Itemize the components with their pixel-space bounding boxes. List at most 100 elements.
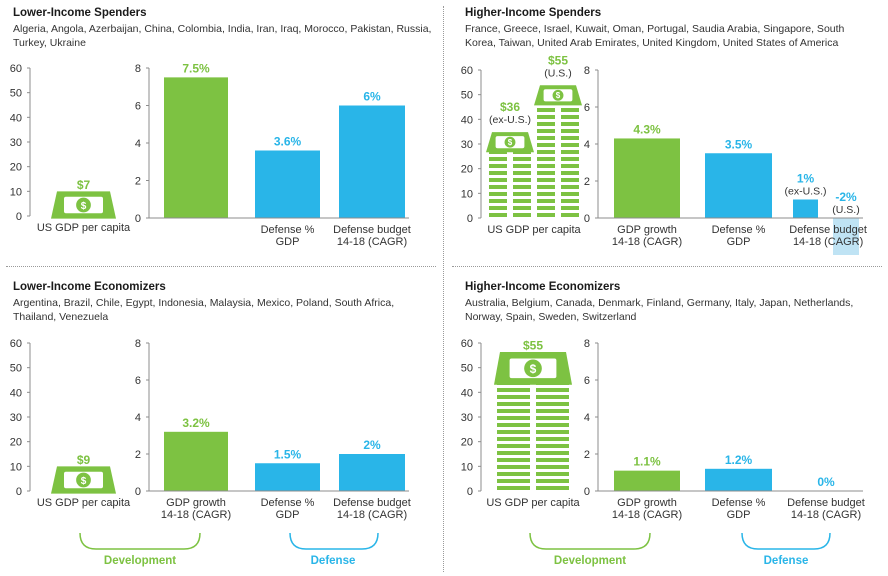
higher-income-economizers-category-1: Defense %GDP — [712, 497, 766, 521]
svg-text:Defense %: Defense % — [261, 497, 315, 509]
higher-income-spenders-bill-stack-0 — [489, 150, 531, 217]
lower-income-spenders-bar-label-1-0: 3.6% — [274, 135, 302, 149]
svg-text:Defense %: Defense % — [261, 224, 315, 236]
svg-text:Defense %: Defense % — [712, 497, 766, 509]
lower-income-economizers-pictograph-tick-0: 0 — [16, 486, 22, 498]
svg-text:14-18 (CAGR): 14-18 (CAGR) — [337, 509, 407, 521]
lower-income-economizers-bar-tick-2: 2 — [135, 449, 141, 461]
lower-income-economizers-pictograph-xlabel: US GDP per capita — [37, 497, 131, 509]
higher-income-economizers-pictograph-tick-50: 50 — [461, 363, 473, 375]
higher-income-spenders-pictograph-tick-20: 20 — [461, 164, 473, 176]
svg-text:14-18 (CAGR): 14-18 (CAGR) — [161, 509, 231, 521]
lower-income-economizers-bar-tick-8: 8 — [135, 338, 141, 350]
higher-income-spenders-pictograph-tick-40: 40 — [461, 114, 473, 126]
svg-text:Defense budget: Defense budget — [333, 224, 411, 236]
lower-income-economizers-bar-0-0 — [164, 431, 228, 491]
higher-income-spenders-bar-0-0 — [614, 138, 680, 218]
lower-income-economizers-bar-tick-6: 6 — [135, 375, 141, 387]
svg-text:$: $ — [81, 201, 87, 212]
svg-text:14-18 (CAGR): 14-18 (CAGR) — [793, 236, 863, 248]
svg-text:14-18 (CAGR): 14-18 (CAGR) — [337, 236, 407, 248]
higher-income-spenders-stack-label-0: $36 — [500, 100, 520, 114]
lower-income-spenders-bar-0-0 — [164, 77, 228, 218]
higher-income-economizers-group-label-1: Defense — [764, 555, 809, 567]
lower-income-economizers-category-1: Defense %GDP — [261, 497, 315, 521]
higher-income-spenders-pictograph-tick-0: 0 — [467, 213, 473, 225]
higher-income-spenders-bar-tick-8: 8 — [584, 65, 590, 77]
svg-text:$: $ — [508, 138, 513, 147]
lower-income-economizers-bar-tick-4: 4 — [135, 412, 141, 424]
quadrant-title-higher-income-spenders: Higher-Income Spenders — [465, 7, 602, 19]
higher-income-economizers-bill-stack-0 — [497, 381, 569, 490]
higher-income-economizers-pictograph-tick-20: 20 — [461, 437, 473, 449]
horizontal-divider-right — [452, 266, 882, 267]
svg-text:GDP growth: GDP growth — [166, 497, 226, 509]
higher-income-economizers-pictograph-tick-10: 10 — [461, 461, 473, 473]
higher-income-economizers-bar-tick-2: 2 — [584, 449, 590, 461]
higher-income-spenders-pictograph-tick-60: 60 — [461, 65, 473, 77]
higher-income-economizers-group-label-0: Development — [554, 555, 626, 567]
higher-income-economizers-pictograph-tick-30: 30 — [461, 412, 473, 424]
lower-income-economizers-bar-label-1-0: 1.5% — [274, 447, 302, 461]
svg-text:GDP growth: GDP growth — [617, 224, 677, 236]
higher-income-economizers-stack-label-0: $55 — [523, 338, 543, 352]
higher-income-economizers-pictograph-xlabel: US GDP per capita — [486, 497, 580, 509]
lower-income-economizers-pictograph-tick-40: 40 — [10, 387, 22, 399]
lower-income-spenders-bar-2-0 — [339, 105, 405, 218]
higher-income-spenders-bar-tick-0: 0 — [584, 213, 590, 225]
svg-text:$: $ — [530, 362, 537, 376]
higher-income-spenders-bar-2-0 — [793, 199, 818, 218]
higher-income-spenders-bill-stack-1 — [537, 108, 579, 217]
horizontal-divider-left — [6, 266, 436, 267]
higher-income-spenders-bar-label-0-0: 4.3% — [633, 122, 661, 136]
lower-income-economizers-group-bracket-1 — [289, 532, 379, 550]
higher-income-spenders-bar-1-0 — [705, 153, 772, 218]
higher-income-spenders-bar-label-2-0: 1% — [797, 172, 815, 186]
lower-income-economizers-pictograph-tick-60: 60 — [10, 338, 22, 350]
lower-income-economizers-group-label-1: Defense — [311, 555, 356, 567]
svg-text:Defense %: Defense % — [712, 224, 766, 236]
higher-income-spenders-stack-label-1: $55 — [548, 53, 568, 67]
higher-income-economizers-bar-label-0-0: 1.1% — [633, 455, 661, 469]
vertical-divider — [443, 6, 444, 572]
higher-income-spenders-stack-sublabel-0: (ex-U.S.) — [489, 114, 531, 126]
lower-income-spenders-bar-1-0 — [255, 150, 320, 218]
higher-income-economizers-bill-stack-0-bill-icon: $ — [494, 351, 572, 385]
svg-text:$: $ — [556, 91, 561, 100]
higher-income-spenders-bar-sublabel-2-0: (ex-U.S.) — [785, 186, 827, 198]
lower-income-economizers-pictograph-tick-20: 20 — [10, 437, 22, 449]
svg-text:GDP: GDP — [276, 236, 300, 248]
lower-income-economizers-bar-1-0 — [255, 463, 320, 491]
higher-income-spenders-bar-tick-6: 6 — [584, 102, 590, 114]
lower-income-spenders-bar-label-2-0: 6% — [363, 90, 381, 104]
lower-income-spenders-pictograph-tick-50: 50 — [10, 88, 22, 100]
lower-income-economizers-bill-icon-0: $ — [51, 466, 116, 494]
higher-income-economizers-pictograph-tick-60: 60 — [461, 338, 473, 350]
quadrant-title-lower-income-economizers: Lower-Income Economizers — [13, 281, 166, 293]
higher-income-economizers-pictograph-tick-0: 0 — [467, 486, 473, 498]
lower-income-spenders-pictograph-tick-60: 60 — [10, 63, 22, 75]
higher-income-spenders-bar-label-1-0: 3.5% — [725, 137, 753, 151]
lower-income-spenders-bar-label-0-0: 7.5% — [182, 61, 210, 75]
svg-text:GDP growth: GDP growth — [617, 497, 677, 509]
higher-income-economizers-bar-0-0 — [614, 470, 680, 491]
higher-income-spenders-stack-sublabel-1: (U.S.) — [544, 67, 571, 79]
higher-income-spenders-bar-sublabel-2-1: (U.S.) — [832, 204, 859, 216]
higher-income-economizers-bar-label-1-0: 1.2% — [725, 453, 753, 467]
quadrant-title-lower-income-spenders: Lower-Income Spenders — [13, 7, 147, 19]
lower-income-spenders-bar-tick-6: 6 — [135, 101, 141, 113]
higher-income-spenders-pictograph-tick-50: 50 — [461, 90, 473, 102]
country-list-higher-income-economizers: Australia, Belgium, Canada, Denmark, Fin… — [465, 297, 854, 323]
higher-income-spenders-bar-label-2-1: -2% — [835, 190, 857, 204]
higher-income-economizers-bar-tick-4: 4 — [584, 412, 590, 424]
higher-income-spenders-category-1: Defense %GDP — [712, 224, 766, 248]
lower-income-spenders-pictograph-tick-10: 10 — [10, 186, 22, 198]
lower-income-spenders-bar-tick-2: 2 — [135, 176, 141, 188]
higher-income-spenders-bar-tick-2: 2 — [584, 176, 590, 188]
country-list-higher-income-spenders: France, Greece, Israel, Kuwait, Oman, Po… — [465, 23, 845, 49]
svg-text:14-18 (CAGR): 14-18 (CAGR) — [612, 509, 682, 521]
higher-income-economizers-bar-tick-8: 8 — [584, 338, 590, 350]
svg-text:14-18 (CAGR): 14-18 (CAGR) — [612, 236, 682, 248]
